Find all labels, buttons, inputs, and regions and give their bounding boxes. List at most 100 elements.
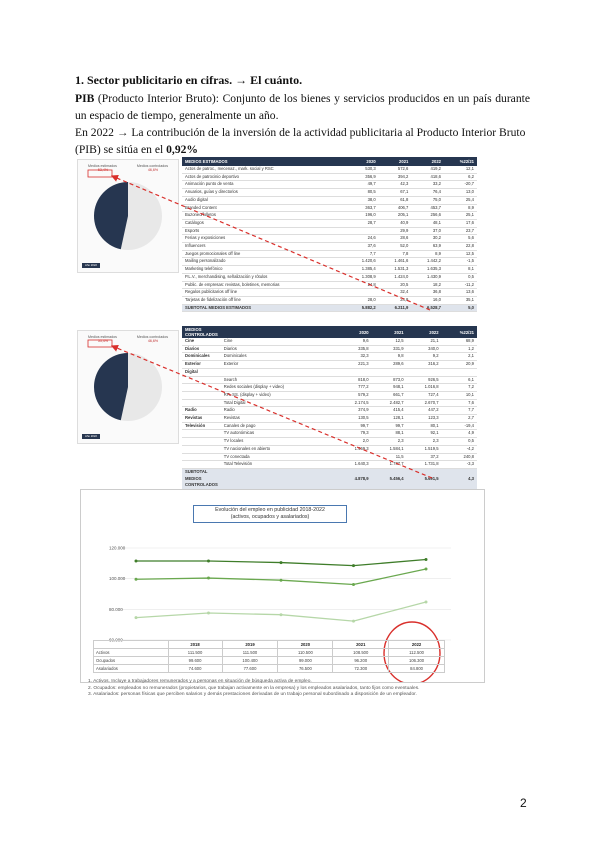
pie-label-right: Medios controlados [136,164,169,168]
table-row: Animación punto de venta 49,7 42,3 33,2 -20,… [182,180,477,190]
table-cell: 36,8 [411,288,444,297]
table-cell: 18,2 [411,281,444,290]
table-cell: -20,7 [443,180,477,190]
subtotal-row: SUBTOTAL MEDIOS CONTROLADOS 4.878,9 5.456,… [182,468,477,491]
table-cell: SUBTOTAL MEDIOS CONTROLADOS [182,468,221,491]
table-cell: 24,6 [346,234,379,244]
table-cell: 406,7 [378,204,412,213]
table-header-cell: 2022 [388,640,445,649]
table-row: Radio Radio 374,9 415,4 447,2 7,7 [182,406,477,416]
table-row: P.L.V., merchandising, señalización y ró… [182,273,477,282]
table-cell: 363,7 [346,204,379,213]
table-cell: 9,8 [371,352,407,362]
table-cell: Dominicales [220,352,337,362]
pib-definition: PIB (Producto Interior Bruto): Conjunto … [75,90,530,124]
table-cell: 6,1 [441,376,477,385]
table-cell: 4,9 [441,429,477,439]
table-cell: 1.424,0 [378,273,412,282]
table-cell: 23,7 [443,227,477,236]
table-cell: 52,0 [378,242,412,251]
table-cell: 1.635,3 [411,265,444,274]
table-cell: 2,0 [336,437,372,446]
data-point [352,582,355,586]
y-tick-label: 80.000 [109,607,123,612]
table-header-cell: MEDIOS ESTIMADOS [182,157,347,166]
data-point [279,561,283,565]
table-cell [336,453,372,462]
table-header-cell: 2020 [277,640,334,649]
table-cell: Exterior [220,360,337,369]
table-cell: 128,1 [371,414,407,423]
y-tick-label: 120.000 [109,546,126,551]
pie-label-left: Medios estimados [87,335,117,339]
table-row: Search 818,0 873,0 926,5 6,1 [182,376,477,385]
table-cell: 16,0 [411,296,444,305]
estimated-media-panel: Medios estimados Medios controlados 53,4%… [77,155,477,313]
table-cell: Catálogos [182,219,347,228]
page-number: 2 [520,796,527,810]
table-cell: 30,2 [411,234,444,244]
table-cell: 20,5 [378,281,412,290]
table-cell: SUBTOTAL MEDIOS ESTIMADOS [182,304,347,313]
table-row: Revistas Revistas 130,5 128,1 123,3 2,7 [182,414,477,423]
arrow-controlled [110,344,433,479]
table-header-cell: 2020 [346,157,379,166]
data-point [134,616,138,620]
series-line [135,601,427,622]
table-cell: P.L.V., merchandising, señalización y ró… [182,273,347,282]
table-cell [182,429,221,439]
table-row: Total Digital 2.174,5 2.482,7 2.670,7 7,6 [182,399,477,408]
table-row: Cine Cine 9,6 12,5 21,1 68,9 [182,338,477,346]
data-point [279,578,283,582]
table-row: TV locales 2,0 2,3 2,3 0,5 [182,437,477,446]
table-header-cell: 2019 [221,640,279,649]
table-cell: 926,5 [406,376,442,385]
pie-slice-dark [93,353,128,421]
table-cell: 6,2 [443,173,477,182]
table-cell: 37,0 [411,227,444,236]
table-header-cell: 2021 [371,326,407,338]
table-cell: 75,0 [411,196,444,205]
table-cell: 9,2 [406,352,442,362]
table-cell: 37,6 [346,242,379,251]
table-cell: 108.500 [332,648,390,657]
pie-graphic [93,353,162,421]
table-cell: 7,6 [441,399,477,408]
table-cell: 5.882,2 [346,304,379,313]
table-header-cell [220,326,337,338]
table-cell: Radio [220,406,337,416]
table-cell: 9,6 [336,338,372,346]
table-row: Redes sociales (display + video) 777,2 948… [182,383,477,392]
table-row: Ocupados 99.600 100.400 99.000 96.200 106.300 [93,656,445,665]
table-cell: 20,9 [441,360,477,369]
table-cell: Asalariados [93,664,169,673]
table-cell: Canales de pago [220,422,337,431]
data-point [352,619,355,623]
pib-contribution-text: En 2022 → La contribución de la inversió… [75,126,526,156]
table-cell: 22,8 [443,242,477,251]
highlight-box [87,169,113,178]
table-cell [182,453,221,462]
table-cell: TV conectada [220,453,337,462]
table-row: RR. SS. (display + video) 579,2 661,7 727,4… [182,391,477,400]
table-cell: 419,2 [411,166,444,174]
table-cell: 33,2 [411,180,444,190]
table-cell: 661,7 [371,391,407,400]
table-cell: 221,3 [336,360,372,369]
data-point [207,576,210,580]
table-cell: TV nacionales en abierto [220,445,337,454]
table-cell: 447,2 [406,406,442,416]
table-cell: 32,4 [378,288,412,297]
pie-graphic [93,182,162,250]
table-cell: -4,2 [441,445,477,454]
table-cell: Search [220,376,337,385]
table-cell: 111.500 [221,648,279,657]
table-cell: 579,2 [336,391,372,400]
table-row: Influencers 37,6 52,0 63,9 22,8 [182,242,477,251]
table-cell: 32,3 [336,352,372,362]
table-cell: 28,7 [346,219,379,228]
chart-title: Evolución del empleo en publicidad 2018-… [193,505,347,523]
table-cell [346,288,379,297]
table-row: Regalos publicitarios off line 32,4 36,8 13… [182,288,477,297]
table-cell: 256,6 [411,211,444,220]
